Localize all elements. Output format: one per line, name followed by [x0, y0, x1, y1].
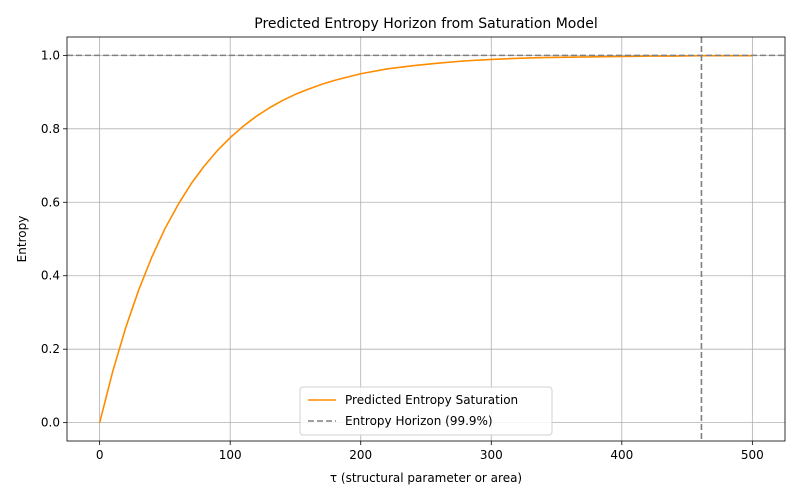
- x-tick-label: 300: [480, 448, 503, 462]
- x-tick-label: 500: [741, 448, 764, 462]
- legend-label-0: Predicted Entropy Saturation: [345, 393, 518, 407]
- y-tick-label: 0.2: [41, 342, 60, 356]
- legend-label-1: Entropy Horizon (99.9%): [345, 414, 493, 428]
- legend: Predicted Entropy Saturation Entropy Hori…: [299, 386, 553, 436]
- x-axis-label: τ (structural parameter or area): [330, 471, 522, 485]
- x-tick-label: 100: [219, 448, 242, 462]
- reference-lines: [67, 37, 785, 441]
- x-tick-label: 200: [349, 448, 372, 462]
- plot-frame: [66, 36, 786, 442]
- series-line-0: [98, 54, 753, 423]
- series-layer: [98, 54, 753, 423]
- x-tick-label: 0: [96, 448, 104, 462]
- chart-title: Predicted Entropy Horizon from Saturatio…: [254, 16, 598, 32]
- y-tick-label: 0.4: [41, 269, 60, 283]
- y-tick-label: 0.0: [41, 416, 60, 430]
- x-tick-label: 400: [610, 448, 633, 462]
- y-axis-ticks: 0.0 0.2 0.4 0.6 0.8 1.0: [41, 48, 67, 430]
- y-tick-label: 1.0: [41, 48, 60, 62]
- x-axis-ticks: 0 100 200 300 400 500: [96, 441, 764, 462]
- y-tick-label: 0.8: [41, 122, 60, 136]
- grid: [67, 37, 785, 441]
- legend-box: [299, 386, 553, 436]
- y-axis-label: Entropy: [15, 216, 29, 263]
- y-tick-label: 0.6: [41, 195, 60, 209]
